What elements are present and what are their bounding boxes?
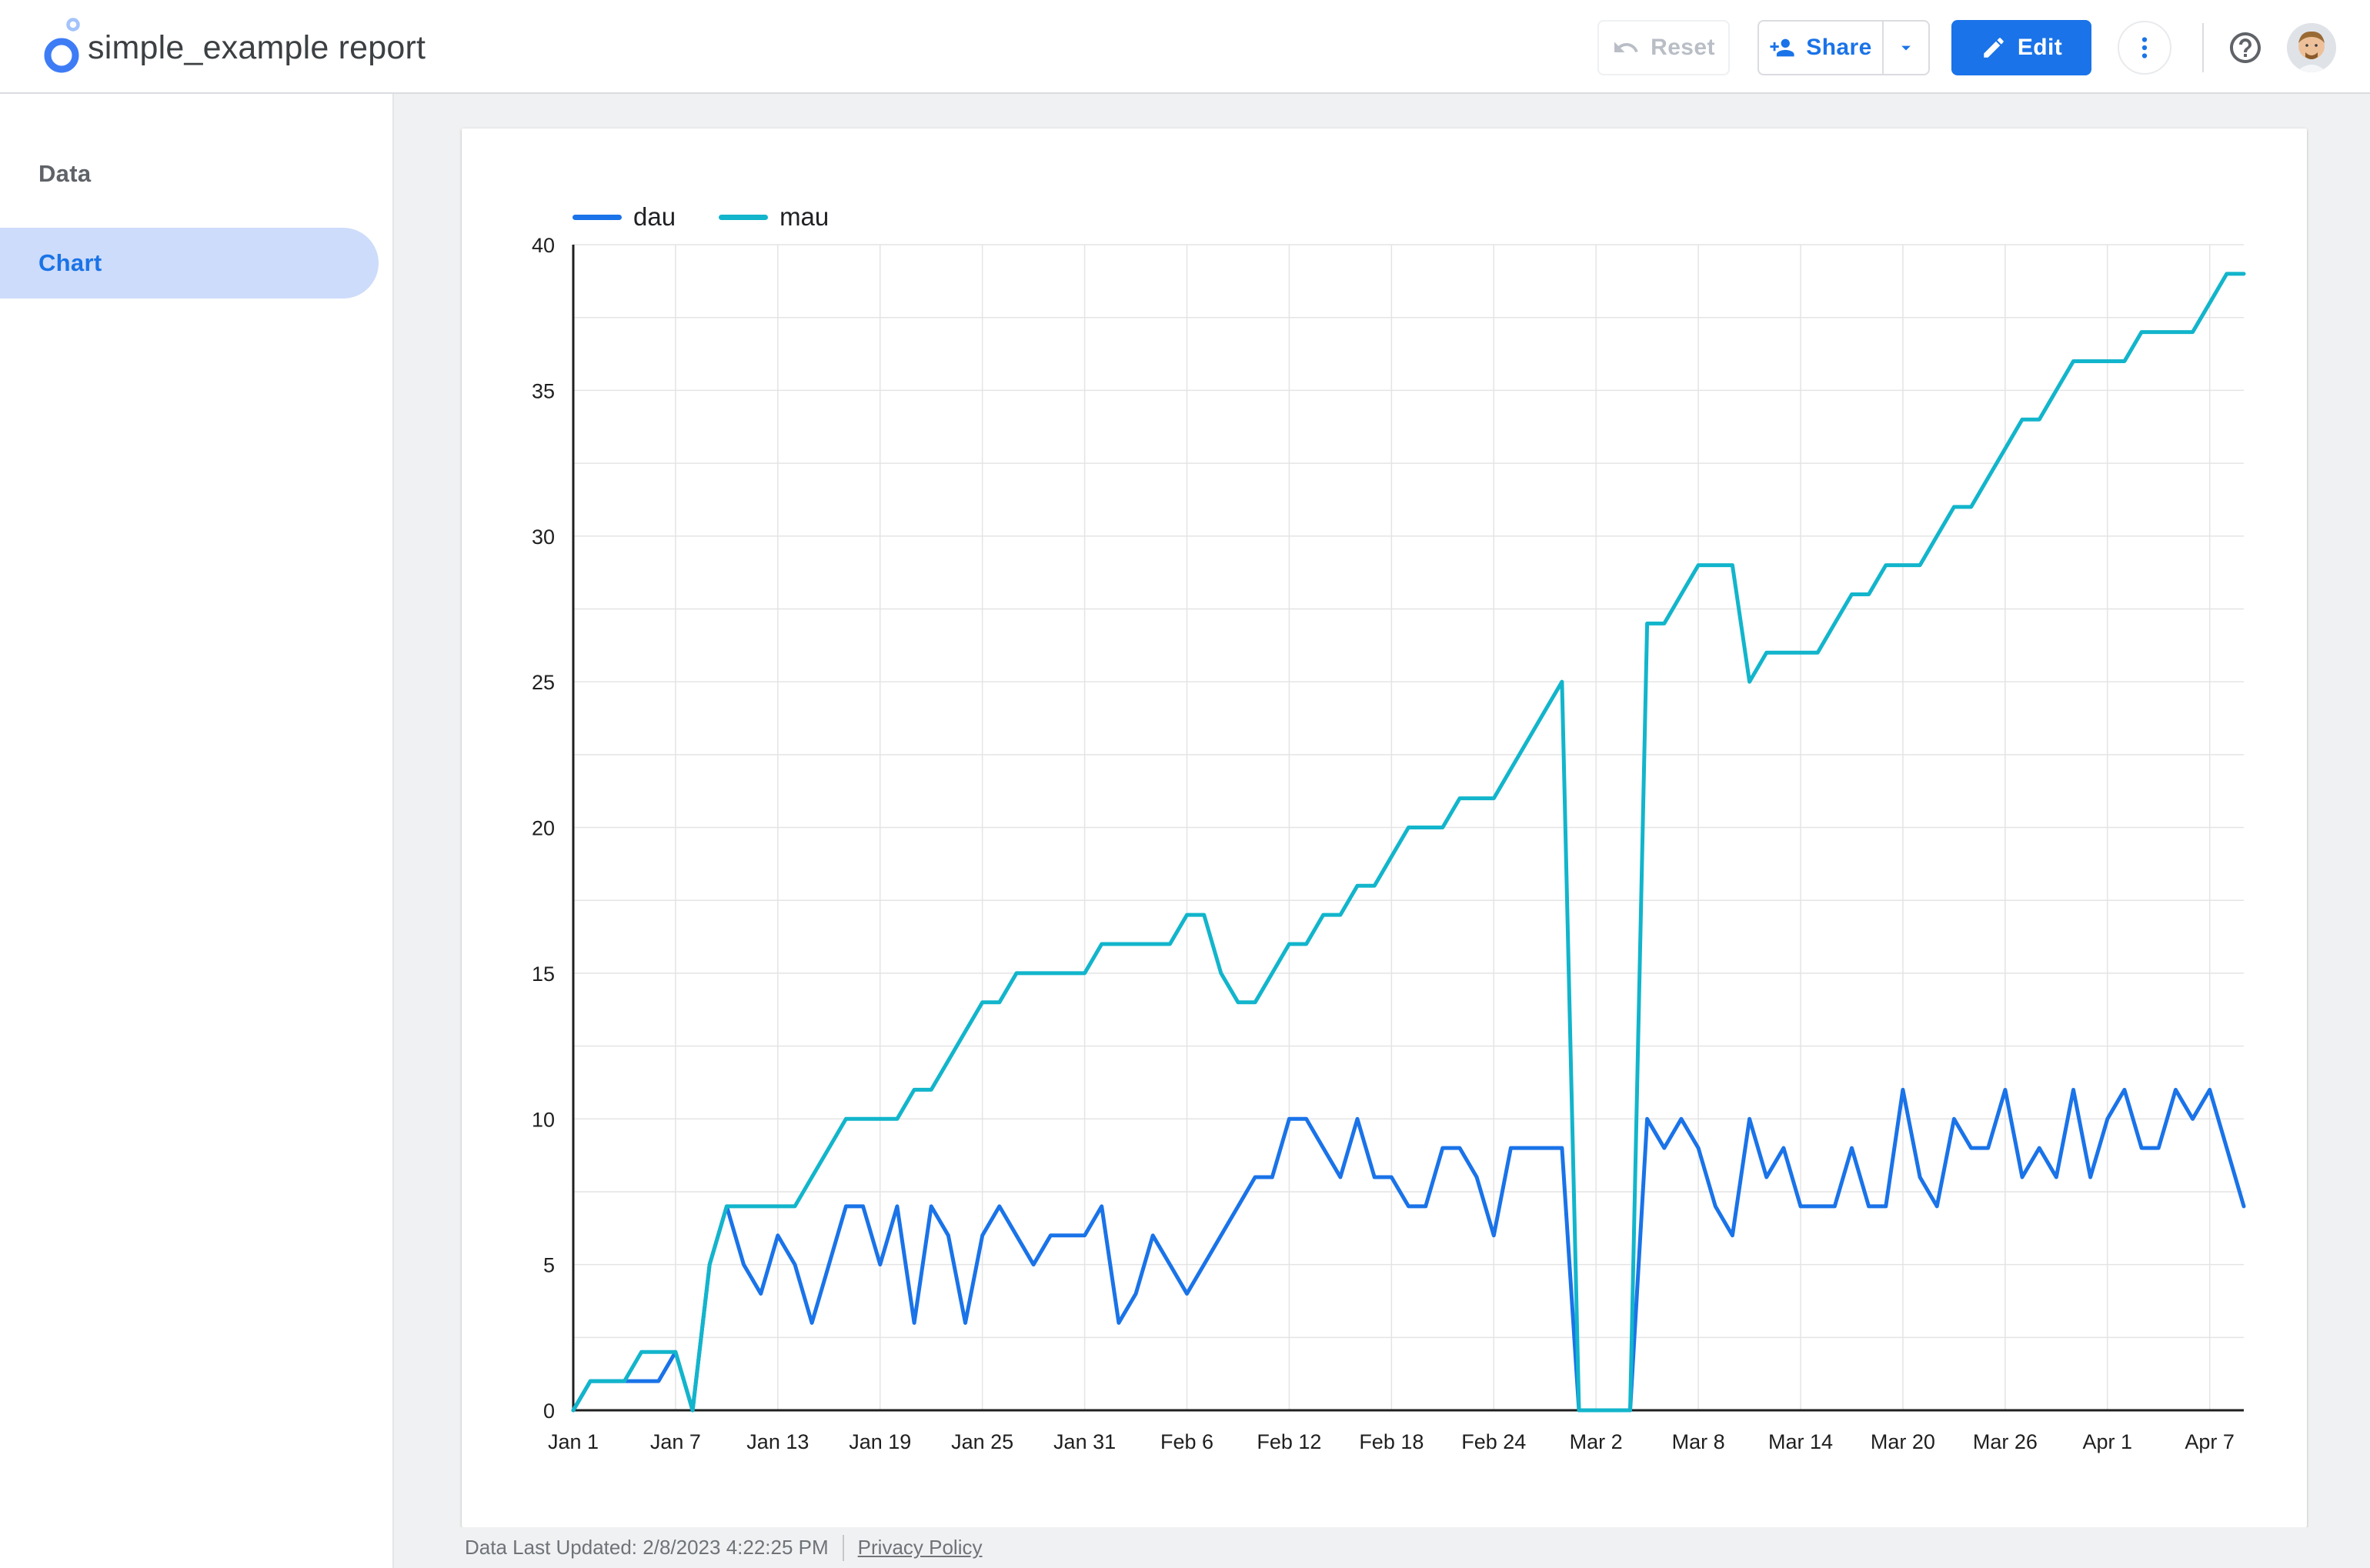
svg-text:40: 40: [532, 234, 555, 257]
edit-label: Edit: [2017, 35, 2063, 60]
legend-label-mau: mau: [779, 202, 830, 231]
app-header: simple_example report Reset Share Edit: [0, 0, 2370, 94]
more-vert-icon: [2141, 37, 2148, 58]
avatar-face-icon: [2287, 23, 2336, 72]
svg-text:Feb 24: Feb 24: [1461, 1430, 1526, 1453]
sidebar-item-data[interactable]: Data: [0, 138, 392, 209]
reset-label: Reset: [1651, 35, 1715, 60]
sidebar-item-label: Data: [38, 160, 92, 187]
series-line-mau: [571, 272, 2246, 1413]
share-dropdown-button[interactable]: [1882, 22, 1928, 74]
svg-text:25: 25: [532, 671, 555, 694]
header-divider: [2202, 23, 2204, 72]
svg-text:Mar 26: Mar 26: [1973, 1430, 2038, 1453]
svg-text:Apr 7: Apr 7: [2185, 1430, 2235, 1453]
svg-text:30: 30: [532, 525, 555, 549]
svg-text:Jan 31: Jan 31: [1053, 1430, 1116, 1453]
report-canvas: dau mau 0 5 10 15 20 25 30 35 40 Jan 1 Jan 7 Jan 13 J…: [394, 94, 2370, 1568]
looker-studio-logo-icon: [37, 9, 98, 86]
sidebar-item-label: Chart: [38, 249, 102, 276]
legend-item-mau[interactable]: mau: [719, 202, 829, 232]
svg-text:Jan 19: Jan 19: [849, 1430, 911, 1453]
svg-text:Mar 20: Mar 20: [1871, 1430, 1935, 1453]
y-axis-labels: 0 5 10 15 20 25 30 35 40: [532, 234, 555, 1423]
help-button[interactable]: [2227, 29, 2264, 66]
svg-text:5: 5: [543, 1254, 555, 1277]
chart-series: [571, 272, 2246, 1413]
svg-text:Feb 12: Feb 12: [1257, 1430, 1321, 1453]
svg-text:Mar 8: Mar 8: [1672, 1430, 1725, 1453]
legend-swatch-mau: [719, 214, 769, 220]
undo-icon: [1614, 42, 1638, 52]
legend-item-dau[interactable]: dau: [572, 202, 676, 232]
share-button[interactable]: Share: [1759, 22, 1882, 74]
svg-text:Apr 1: Apr 1: [2083, 1430, 2133, 1453]
user-avatar[interactable]: [2287, 23, 2336, 72]
svg-text:35: 35: [532, 379, 555, 402]
svg-text:Jan 25: Jan 25: [951, 1430, 1013, 1453]
last-updated-text: Data Last Updated: 2/8/2023 4:22:25 PM: [465, 1536, 829, 1559]
svg-text:Jan 1: Jan 1: [548, 1430, 599, 1453]
svg-text:Feb 18: Feb 18: [1359, 1430, 1424, 1453]
privacy-policy-link[interactable]: Privacy Policy: [857, 1536, 983, 1559]
person-add-icon: [1770, 38, 1794, 57]
svg-text:Feb 6: Feb 6: [1160, 1430, 1213, 1453]
more-options-button[interactable]: [2118, 21, 2171, 75]
edit-button[interactable]: Edit: [1951, 20, 2091, 75]
pencil-icon: [1984, 38, 2004, 58]
reset-button[interactable]: Reset: [1597, 20, 1730, 75]
svg-text:10: 10: [532, 1108, 555, 1131]
legend-label-dau: dau: [633, 202, 676, 231]
svg-text:20: 20: [532, 817, 555, 840]
report-title: simple_example report: [88, 29, 426, 66]
share-button-group: Share: [1757, 20, 1930, 75]
help-icon: [2230, 32, 2261, 63]
page-sidebar: Data Chart: [0, 94, 394, 1568]
svg-text:0: 0: [543, 1400, 555, 1423]
svg-text:Jan 13: Jan 13: [746, 1430, 809, 1453]
sidebar-item-chart[interactable]: Chart: [0, 228, 379, 299]
svg-text:Mar 14: Mar 14: [1768, 1430, 1833, 1453]
chart-gridlines: [572, 244, 2244, 1411]
chart-legend: dau mau: [572, 202, 829, 232]
legend-swatch-dau: [572, 214, 622, 220]
series-line-dau: [571, 1087, 2246, 1413]
share-label: Share: [1806, 35, 1872, 60]
svg-text:Mar 2: Mar 2: [1570, 1430, 1623, 1453]
svg-text:Jan 7: Jan 7: [650, 1430, 701, 1453]
caret-down-icon: [1901, 45, 1911, 51]
chart-card: dau mau 0 5 10 15 20 25 30 35 40 Jan 1 Jan 7 Jan 13 J…: [462, 128, 2307, 1527]
chart-axes: [572, 245, 2244, 1412]
report-footer: Data Last Updated: 2/8/2023 4:22:25 PM P…: [394, 1527, 2370, 1568]
svg-text:15: 15: [532, 962, 555, 986]
x-axis-labels: Jan 1 Jan 7 Jan 13 Jan 19 Jan 25 Jan 31 Feb 6 F…: [548, 1430, 2235, 1453]
footer-divider: [842, 1534, 844, 1561]
